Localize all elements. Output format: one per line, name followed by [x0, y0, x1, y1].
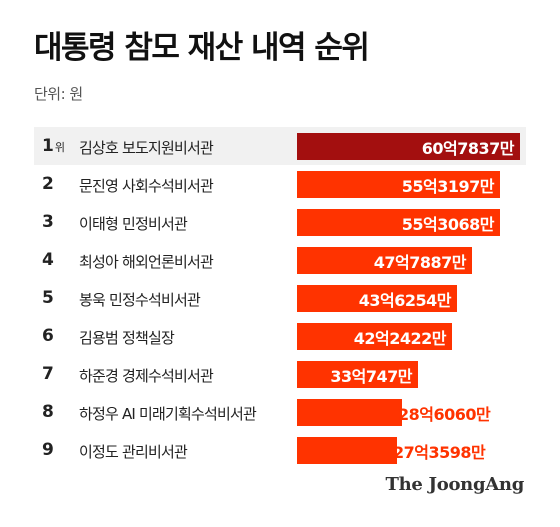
category-label: 최성아 해외언론비서관 — [79, 253, 214, 271]
chart-row: 6 김용범 정책실장 42억2422만 — [34, 317, 526, 355]
bar — [297, 285, 457, 312]
value-label: 47억7887만 — [373, 253, 467, 272]
chart-row: 2 문진영 사회수석비서관 55억3197만 — [34, 165, 526, 203]
rank-label: 2 — [42, 174, 54, 194]
bar — [297, 399, 402, 426]
chart-row: 9 이정도 관리비서관 27억3598만 — [34, 431, 526, 469]
chart-row: 7 하준경 경제수석비서관 33억747만 — [34, 355, 526, 393]
value-label: 60억7837만 — [421, 139, 515, 158]
rank-label: 5 — [42, 288, 54, 308]
category-label: 문진영 사회수석비서관 — [79, 177, 214, 195]
rank-label: 9 — [42, 440, 54, 460]
bar — [297, 361, 418, 388]
chart-row: 3 이태형 민정비서관 55억3068만 — [34, 203, 526, 241]
rank-label: 3 — [42, 212, 54, 232]
category-label: 하준경 경제수석비서관 — [79, 367, 214, 385]
bar — [297, 171, 500, 198]
rank-label: 8 — [42, 402, 54, 422]
rank-label: 6 — [42, 326, 54, 346]
value-label: 28억6060만 — [398, 405, 491, 424]
value-label: 42억2422만 — [353, 329, 447, 348]
category-label: 김상호 보도지원비서관 — [79, 139, 214, 157]
category-label: 김용범 정책실장 — [79, 329, 175, 347]
bar — [297, 437, 397, 464]
value-label: 55억3197만 — [401, 177, 495, 196]
bar — [297, 247, 472, 274]
chart-row: 1위 김상호 보도지원비서관 60억7837만 — [34, 127, 526, 165]
bar — [297, 133, 520, 160]
value-label: 33억747만 — [330, 367, 412, 386]
value-label: 43억6254만 — [358, 291, 452, 310]
category-label: 하정우 AI 미래기획수석비서관 — [79, 405, 257, 423]
rank-label: 4 — [42, 250, 54, 270]
value-label: 27억3598만 — [393, 443, 486, 462]
publisher-logo: The JoongAng — [385, 474, 525, 495]
category-label: 이정도 관리비서관 — [79, 443, 188, 461]
rank-label: 1위 — [42, 136, 65, 156]
unit-label: 단위: 원 — [34, 85, 83, 103]
category-label: 봉욱 민정수석비서관 — [79, 291, 201, 309]
value-label: 55억3068만 — [401, 215, 495, 234]
chart-row: 8 하정우 AI 미래기획수석비서관 28억6060만 — [34, 393, 526, 431]
rank-label: 7 — [42, 364, 54, 384]
bar — [297, 209, 500, 236]
chart-row: 4 최성아 해외언론비서관 47억7887만 — [34, 241, 526, 279]
category-label: 이태형 민정비서관 — [79, 215, 188, 233]
page-title: 대통령 참모 재산 내역 순위 — [34, 30, 370, 66]
rank-suffix: 위 — [54, 141, 65, 154]
bar — [297, 323, 452, 350]
chart-row: 5 봉욱 민정수석비서관 43억6254만 — [34, 279, 526, 317]
